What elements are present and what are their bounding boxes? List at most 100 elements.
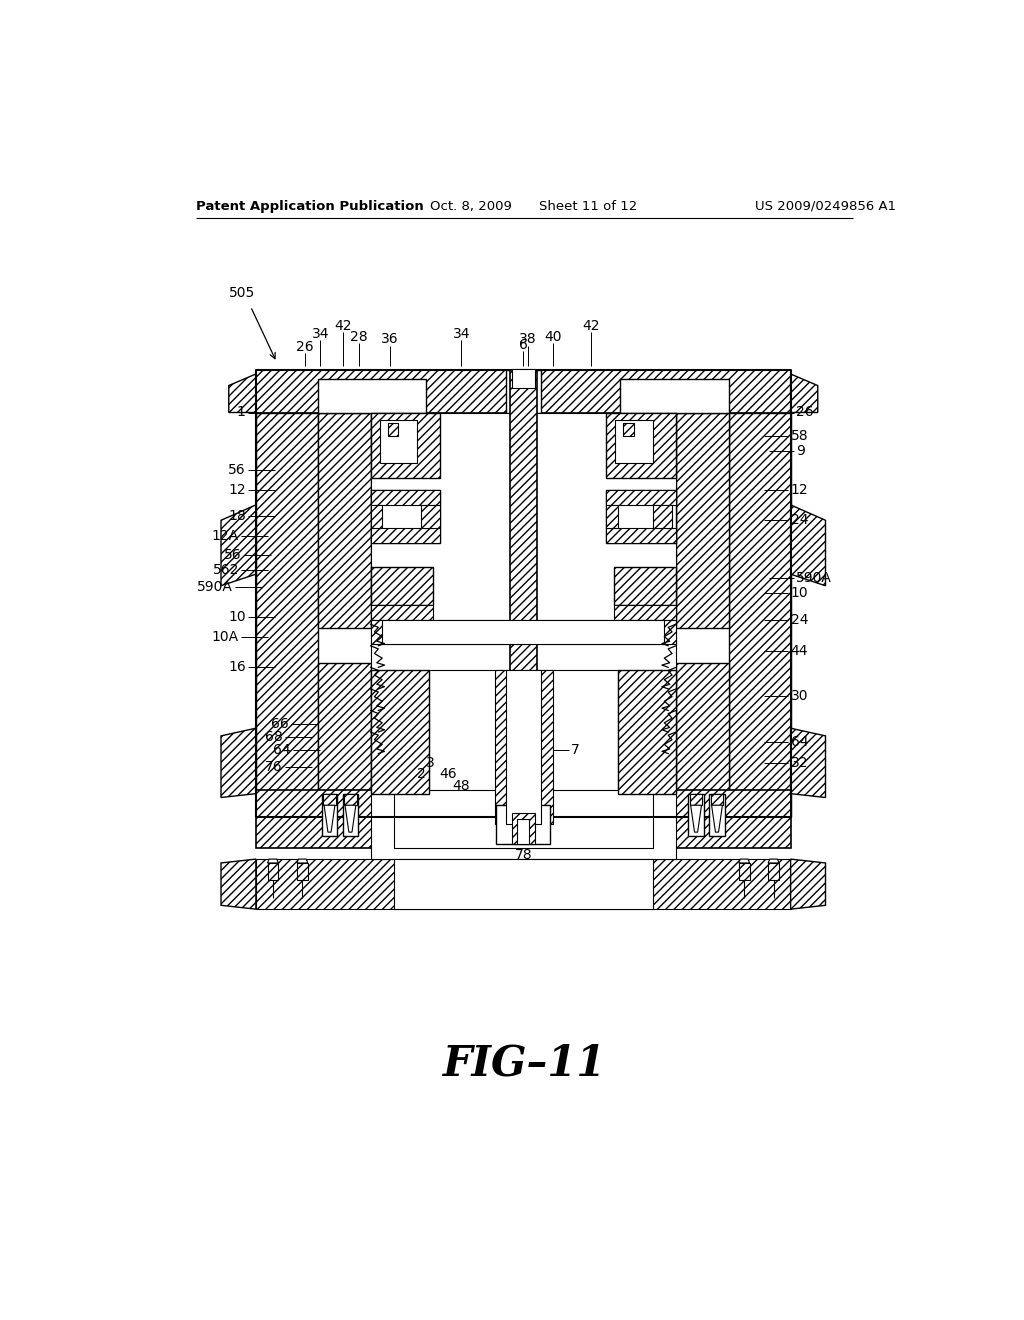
Bar <box>495 671 553 825</box>
Bar <box>512 368 535 388</box>
Polygon shape <box>228 374 256 412</box>
Bar <box>768 863 779 880</box>
Bar <box>614 566 676 605</box>
Polygon shape <box>791 729 825 797</box>
Bar <box>421 506 440 528</box>
Text: 28: 28 <box>350 330 368 345</box>
Bar <box>729 412 791 817</box>
Text: 48: 48 <box>453 779 470 793</box>
Text: 24: 24 <box>791 513 808 527</box>
Text: 12A: 12A <box>212 529 239 543</box>
Text: 46: 46 <box>439 767 457 781</box>
Bar <box>371 490 440 544</box>
Text: 1: 1 <box>237 405 246 420</box>
Text: 64: 64 <box>273 743 291 756</box>
Polygon shape <box>791 374 818 412</box>
Bar <box>517 818 529 843</box>
Bar <box>256 789 791 847</box>
Text: 590A: 590A <box>796 572 831 585</box>
Text: 76: 76 <box>265 760 283 774</box>
Polygon shape <box>738 859 750 863</box>
Bar <box>256 859 791 909</box>
Bar <box>317 379 426 413</box>
Text: 9: 9 <box>796 444 805 458</box>
Text: 18: 18 <box>228 510 246 524</box>
Bar <box>371 506 382 528</box>
Bar <box>615 420 652 462</box>
Polygon shape <box>324 805 335 832</box>
Text: 66: 66 <box>270 717 289 731</box>
Text: 2: 2 <box>417 767 425 781</box>
Text: 30: 30 <box>791 689 808 702</box>
Bar <box>614 605 676 620</box>
Text: 7: 7 <box>571 743 580 756</box>
Bar <box>317 412 371 628</box>
Text: 34: 34 <box>453 327 470 341</box>
Text: 12: 12 <box>791 483 808 496</box>
Bar <box>371 412 676 859</box>
Bar <box>496 805 550 843</box>
Text: 64: 64 <box>791 735 808 748</box>
Bar <box>506 370 541 413</box>
Text: Patent Application Publication: Patent Application Publication <box>197 199 424 213</box>
Text: US 2009/0249856 A1: US 2009/0249856 A1 <box>755 199 896 213</box>
Bar <box>621 379 729 413</box>
Text: 590A: 590A <box>197 581 232 594</box>
Bar <box>506 671 541 825</box>
Bar <box>324 793 336 805</box>
Text: 42: 42 <box>335 319 352 333</box>
Bar <box>510 370 538 725</box>
Bar <box>711 793 723 805</box>
Bar <box>297 863 308 880</box>
Bar <box>344 793 356 805</box>
Text: 505: 505 <box>228 286 255 300</box>
Bar <box>652 506 672 528</box>
Bar <box>267 863 279 880</box>
Bar <box>394 789 652 847</box>
Bar <box>710 793 725 836</box>
Polygon shape <box>768 859 779 863</box>
Text: Sheet 11 of 12: Sheet 11 of 12 <box>539 199 637 213</box>
Bar <box>371 620 676 644</box>
Bar <box>371 566 432 605</box>
Bar <box>371 671 429 793</box>
Bar <box>617 671 676 793</box>
Bar <box>676 663 729 817</box>
Text: 3: 3 <box>426 756 434 770</box>
Text: 16: 16 <box>228 660 246 673</box>
Polygon shape <box>791 859 825 909</box>
Bar <box>371 528 440 544</box>
Text: 56: 56 <box>224 548 242 562</box>
Text: 38: 38 <box>519 333 537 346</box>
Text: 24: 24 <box>791 614 808 627</box>
Polygon shape <box>297 859 308 863</box>
Text: 10A: 10A <box>212 631 239 644</box>
Bar <box>317 663 371 817</box>
Polygon shape <box>221 729 256 797</box>
Bar <box>624 422 634 437</box>
Text: 562: 562 <box>212 564 239 577</box>
Bar <box>606 506 617 528</box>
Text: FIG–11: FIG–11 <box>443 1043 606 1084</box>
Bar <box>371 605 432 620</box>
Polygon shape <box>267 859 279 863</box>
Text: 10: 10 <box>791 586 808 601</box>
Text: 78: 78 <box>514 849 532 862</box>
Text: 12: 12 <box>228 483 246 496</box>
Bar <box>343 793 358 836</box>
Bar <box>738 863 750 880</box>
Bar <box>380 420 417 462</box>
Text: Oct. 8, 2009: Oct. 8, 2009 <box>430 199 512 213</box>
Text: 10: 10 <box>228 610 246 623</box>
Bar <box>606 490 676 504</box>
Bar <box>606 528 676 544</box>
Text: 42: 42 <box>583 319 600 333</box>
Bar <box>606 412 676 478</box>
Polygon shape <box>690 805 701 832</box>
Bar <box>606 490 676 544</box>
Bar <box>371 412 440 478</box>
Bar <box>322 793 337 836</box>
Polygon shape <box>712 805 722 832</box>
Text: 56: 56 <box>228 463 246 478</box>
Polygon shape <box>221 859 256 909</box>
